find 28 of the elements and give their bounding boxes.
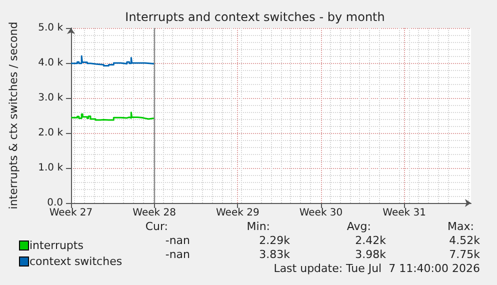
y-tick-label: 1.0 k: [38, 162, 64, 174]
legend-label: interrupts: [30, 239, 84, 252]
text: -nan: [165, 248, 190, 261]
y-tick-label: 2.0 k: [38, 128, 64, 138]
y-tick-label: 5.0 k: [38, 22, 64, 34]
chart-title: Interrupts and context switches - by month: [125, 10, 385, 24]
text: 3.98k: [355, 248, 387, 261]
x-tick-label: Week 27: [49, 208, 93, 218]
text: Cur:: [145, 220, 168, 233]
legend-label: context switches: [30, 255, 122, 268]
y-tick-label: 3.0 k: [38, 92, 64, 104]
text: Last update: Tue Jul 7 11:40:00 2026: [274, 262, 480, 275]
text: -nan: [165, 234, 190, 247]
y-tick-label: 0.0: [47, 198, 63, 208]
x-tick-label: Week 29: [216, 208, 260, 218]
x-tick-label: Week 31: [382, 208, 426, 218]
text: Min:: [246, 220, 270, 233]
y-tick-label: 4.0 k: [38, 58, 64, 68]
text: 7.75k: [449, 248, 481, 261]
x-tick-label: Week 28: [132, 208, 176, 218]
x-tick-label: Week 30: [299, 208, 343, 218]
text: Avg:: [346, 220, 372, 233]
text: Max:: [448, 220, 474, 233]
text: 2.29k: [259, 234, 291, 247]
text: 2.42k: [355, 234, 387, 247]
y-axis-title: interrupts & ctx switches / second: [7, 22, 20, 210]
text: 3.83k: [259, 248, 291, 261]
text: 4.52k: [449, 234, 481, 247]
